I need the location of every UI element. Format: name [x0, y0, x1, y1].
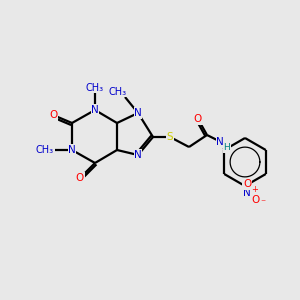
- Text: H: H: [224, 143, 230, 152]
- Text: N: N: [216, 137, 224, 147]
- Text: N: N: [134, 108, 142, 118]
- Text: N: N: [134, 150, 142, 160]
- Text: O: O: [194, 114, 202, 124]
- Text: O: O: [251, 195, 259, 205]
- Text: N: N: [91, 105, 99, 115]
- Text: N: N: [243, 188, 251, 198]
- Text: S: S: [167, 132, 173, 142]
- Text: CH₃: CH₃: [36, 145, 54, 155]
- Text: O: O: [49, 110, 57, 120]
- Text: CH₃: CH₃: [109, 87, 127, 97]
- Text: +: +: [252, 184, 258, 194]
- Text: O: O: [76, 173, 84, 183]
- Text: CH₃: CH₃: [86, 83, 104, 93]
- Text: ⁻: ⁻: [260, 198, 266, 208]
- Text: N: N: [68, 145, 76, 155]
- Text: O: O: [243, 179, 251, 189]
